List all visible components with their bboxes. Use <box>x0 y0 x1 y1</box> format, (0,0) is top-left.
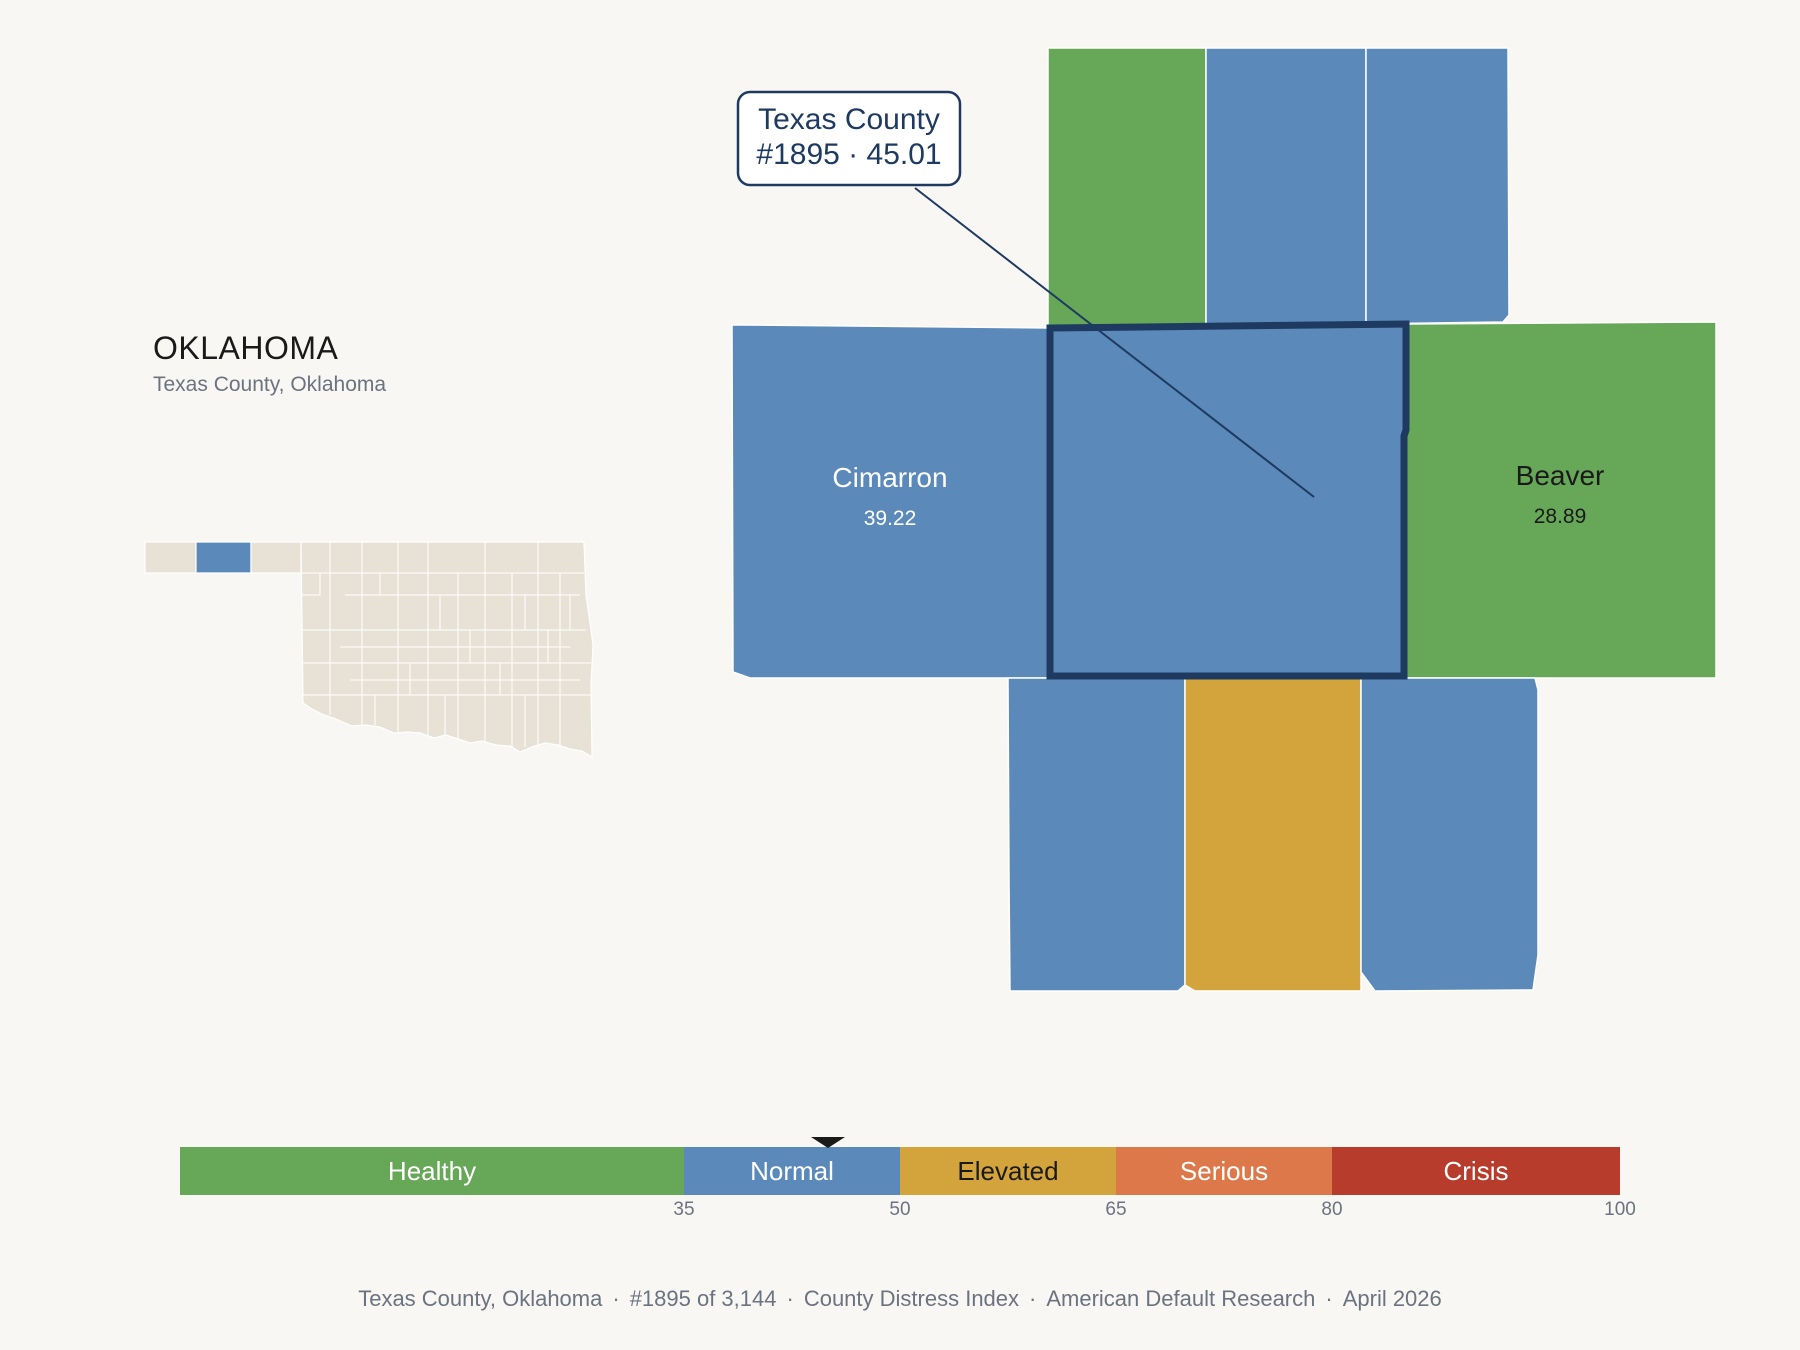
legend-segment-normal: Normal <box>684 1147 900 1195</box>
legend-segment-healthy: Healthy <box>180 1147 684 1195</box>
callout-box <box>736 90 962 187</box>
locator-state-body <box>300 541 594 759</box>
state-title: OKLAHOMA <box>153 330 339 366</box>
legend-tick-label: 65 <box>1105 1199 1127 1220</box>
footer-separator: · <box>1029 1286 1037 1311</box>
county-south-west[interactable] <box>1007 677 1186 992</box>
callout-rank-score: #1895 · 45.01 <box>756 138 941 171</box>
focus-outline <box>1046 320 1410 680</box>
state-subtitle: Texas County, Oklahoma <box>153 373 387 396</box>
beaver-name: Beaver <box>1516 460 1605 491</box>
footer-separator: · <box>786 1286 794 1311</box>
callout-county-name: Texas County <box>758 103 940 136</box>
footer: Texas County, Oklahoma · #1895 of 3,144 · Co… <box>0 1286 1800 1312</box>
cimarron-name: Cimarron <box>832 462 947 493</box>
beaver-value: 28.89 <box>1534 505 1587 528</box>
footer-item: County Distress Index <box>803 1286 1020 1311</box>
legend-tick-label: 100 <box>1604 1199 1636 1220</box>
county-texas[interactable] <box>1049 323 1409 679</box>
legend-tick-label: 35 <box>673 1199 695 1220</box>
legend-segment-elevated: Elevated <box>900 1147 1116 1195</box>
locator-county-lines <box>301 542 592 747</box>
footer-item: #1895 of 3,144 <box>629 1286 777 1311</box>
state-locator-map <box>144 541 594 759</box>
footer-item: American Default Research <box>1046 1286 1316 1311</box>
cimarron-value: 39.22 <box>864 507 917 530</box>
legend-segment-crisis: Crisis <box>1332 1147 1620 1195</box>
footer-item: Texas County, Oklahoma <box>358 1286 603 1311</box>
legend-tick-label: 80 <box>1321 1199 1343 1220</box>
legend-segment-serious: Serious <box>1116 1147 1332 1195</box>
title-block: OKLAHOMA Texas County, Oklahoma <box>153 330 386 397</box>
footer-item: April 2026 <box>1342 1286 1442 1311</box>
county-north-east[interactable] <box>1365 47 1510 325</box>
callout-leader-line <box>914 187 1315 498</box>
county-south-center[interactable] <box>1184 677 1362 992</box>
score-marker-icon <box>811 1137 846 1148</box>
legend-tick-label: 50 <box>889 1199 911 1220</box>
legend-bar: Healthy Normal Elevated Serious Crisis <box>180 1147 1620 1195</box>
footer-separator: · <box>1325 1286 1333 1311</box>
footer-separator: · <box>612 1286 620 1311</box>
county-beaver[interactable] <box>1405 321 1717 679</box>
county-north-center[interactable] <box>1205 47 1367 329</box>
county-south-east[interactable] <box>1360 677 1539 992</box>
county-cimarron[interactable] <box>731 324 1051 679</box>
county-north-west[interactable] <box>1047 47 1207 329</box>
